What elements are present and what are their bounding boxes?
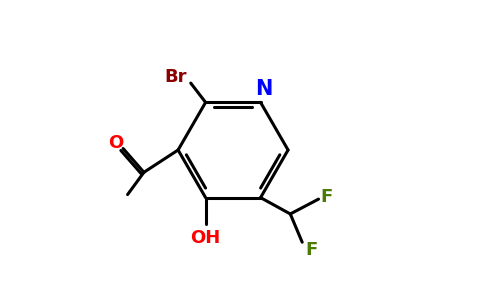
Text: N: N — [255, 79, 272, 99]
Text: Br: Br — [165, 68, 187, 86]
Text: F: F — [321, 188, 333, 206]
Text: O: O — [108, 134, 123, 152]
Text: F: F — [305, 241, 317, 259]
Text: OH: OH — [191, 229, 221, 247]
